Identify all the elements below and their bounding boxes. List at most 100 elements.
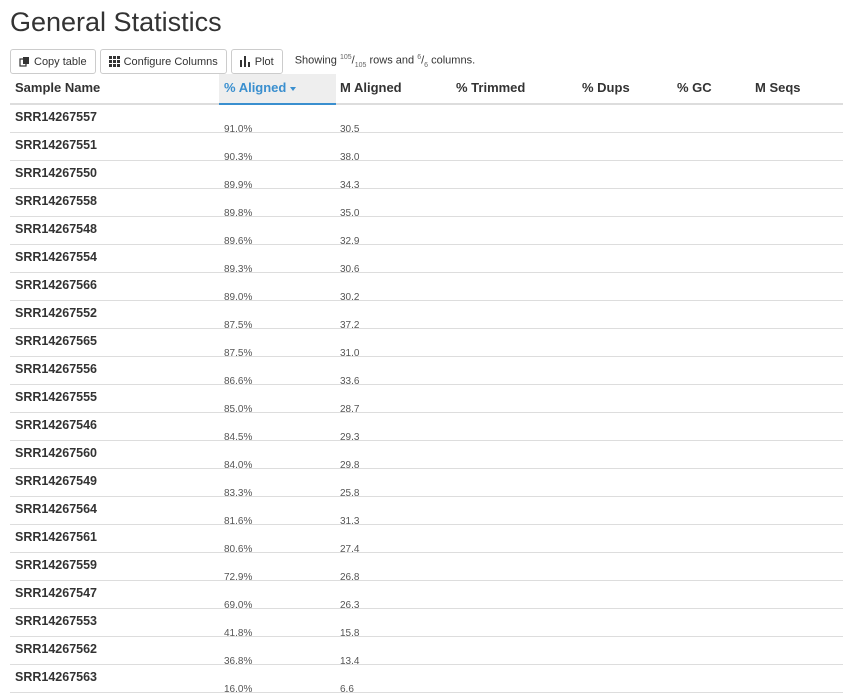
table-row: SRR14267546 84.5% 29.3 xyxy=(10,413,843,443)
cols-shown: 6 xyxy=(417,54,422,62)
table-row: SRR14267547 69.0% 26.3 xyxy=(10,581,843,611)
pct-aligned-cell: 85.0% xyxy=(224,404,253,415)
rows-word: rows and xyxy=(369,54,415,67)
showing-status: Showing 105/105 rows and 6/6 columns. xyxy=(294,54,476,69)
pct-aligned-cell: 89.0% xyxy=(224,292,253,303)
table-row: SRR14267546_1 xyxy=(10,693,843,700)
sample-name-cell: SRR14267560 xyxy=(15,446,98,460)
pct-aligned-cell: 86.6% xyxy=(224,376,253,387)
sample-name-cell: SRR14267556 xyxy=(15,362,98,376)
rows-total: 105 xyxy=(354,61,367,69)
sample-name-cell: SRR14267564 xyxy=(15,502,98,516)
sample-name-cell: SRR14267549 xyxy=(15,474,98,488)
m-aligned-cell: 26.8 xyxy=(340,572,360,583)
m-aligned-cell: 30.2 xyxy=(340,292,360,303)
column-header-label: M Aligned xyxy=(340,80,402,95)
table-row: SRR14267549 83.3% 25.8 xyxy=(10,469,843,499)
table-row: SRR14267548 89.6% 32.9 xyxy=(10,217,843,247)
column-header-sample-name[interactable]: Sample Name xyxy=(10,74,219,103)
sample-name-cell: SRR14267557 xyxy=(15,110,98,124)
sample-name-cell: SRR14267547 xyxy=(15,586,98,600)
m-aligned-cell: 35.0 xyxy=(340,208,360,219)
table-row: SRR14267552 87.5% 37.2 xyxy=(10,301,843,331)
table-row: SRR14267554 89.3% 30.6 xyxy=(10,245,843,275)
pct-aligned-cell: 41.8% xyxy=(224,628,253,639)
sample-name-cell: SRR14267550 xyxy=(15,166,98,180)
m-aligned-cell: 34.3 xyxy=(340,180,360,191)
column-header-label: % GC xyxy=(677,80,712,95)
column-header-m-aligned[interactable]: M Aligned xyxy=(335,74,451,103)
column-header-label: M Seqs xyxy=(755,80,801,95)
copy-table-label: Copy table xyxy=(34,55,87,68)
copy-table-button[interactable]: Copy table xyxy=(10,49,96,74)
pct-aligned-cell: 16.0% xyxy=(224,684,253,695)
configure-columns-label: Configure Columns xyxy=(123,55,218,68)
table-row: SRR14267561 80.6% 27.4 xyxy=(10,525,843,555)
table-row: SRR14267563 16.0% 6.6 xyxy=(10,665,843,695)
grid-icon xyxy=(108,56,120,67)
bar-chart-icon xyxy=(239,56,251,67)
table-row: SRR14267565 87.5% 31.0 xyxy=(10,329,843,359)
pct-aligned-cell: 80.6% xyxy=(224,544,253,555)
m-aligned-cell: 29.8 xyxy=(340,460,360,471)
column-header-m-seqs[interactable]: M Seqs xyxy=(750,74,843,103)
m-aligned-cell: 31.0 xyxy=(340,348,360,359)
m-aligned-cell: 29.3 xyxy=(340,432,360,443)
column-header-pct-gc[interactable]: % GC xyxy=(672,74,750,103)
m-aligned-cell: 32.9 xyxy=(340,236,360,247)
rows-shown: 105 xyxy=(339,54,352,62)
table-body: SRR14267557 91.0% 30.5 SRR14267551 90.3% 38.0… xyxy=(10,105,843,700)
pct-aligned-cell: 83.3% xyxy=(224,488,253,499)
sample-name-cell: SRR14267561 xyxy=(15,530,98,544)
table-toolbar: Copy table Configure Columns xyxy=(10,48,475,75)
column-header-pct-dups[interactable]: % Dups xyxy=(577,74,672,103)
m-aligned-cell: 27.4 xyxy=(340,544,360,555)
sample-name-cell: SRR14267555 xyxy=(15,390,98,404)
table-row: SRR14267556 86.6% 33.6 xyxy=(10,357,843,387)
table-row: SRR14267564 81.6% 31.3 xyxy=(10,497,843,527)
column-header-label: % Aligned xyxy=(224,80,287,95)
m-aligned-cell: 26.3 xyxy=(340,600,360,611)
cols-total: 6 xyxy=(424,61,429,69)
sample-name-cell: SRR14267551 xyxy=(15,138,98,152)
sample-name-cell: SRR14267559 xyxy=(15,558,98,572)
sample-name-cell: SRR14267562 xyxy=(15,642,98,656)
table-row: SRR14267557 91.0% 30.5 xyxy=(10,105,843,135)
table-row: SRR14267566 89.0% 30.2 xyxy=(10,273,843,303)
pct-aligned-cell: 90.3% xyxy=(224,152,253,163)
sample-name-cell: SRR14267558 xyxy=(15,194,98,208)
m-aligned-cell: 6.6 xyxy=(340,684,354,695)
plot-label: Plot xyxy=(254,55,274,68)
pct-aligned-cell: 89.8% xyxy=(224,208,253,219)
column-header-label: % Dups xyxy=(582,80,630,95)
table-row: SRR14267553 41.8% 15.8 xyxy=(10,609,843,639)
sample-name-cell: SRR14267553 xyxy=(15,614,98,628)
m-aligned-cell: 28.7 xyxy=(340,404,360,415)
plot-button[interactable]: Plot xyxy=(230,49,283,74)
pct-aligned-cell: 89.9% xyxy=(224,180,253,191)
table-row: SRR14267559 72.9% 26.8 xyxy=(10,553,843,583)
pct-aligned-cell: 81.6% xyxy=(224,516,253,527)
table-row: SRR14267558 89.8% 35.0 xyxy=(10,189,843,219)
m-aligned-cell: 30.5 xyxy=(340,124,360,135)
pct-aligned-cell: 69.0% xyxy=(224,600,253,611)
table-header: Sample Name % Aligned M Aligned % Trimme… xyxy=(10,74,843,105)
pct-aligned-cell: 89.6% xyxy=(224,236,253,247)
sample-name-cell: SRR14267566 xyxy=(15,278,98,292)
column-header-pct-trimmed[interactable]: % Trimmed xyxy=(451,74,577,103)
m-aligned-cell: 33.6 xyxy=(340,376,360,387)
m-aligned-cell: 13.4 xyxy=(340,656,360,667)
general-statistics-table: Sample Name % Aligned M Aligned % Trimme… xyxy=(10,74,843,700)
table-row: SRR14267550 89.9% 34.3 xyxy=(10,161,843,191)
configure-columns-button[interactable]: Configure Columns xyxy=(99,49,227,74)
m-aligned-cell: 25.8 xyxy=(340,488,360,499)
column-header-pct-aligned[interactable]: % Aligned xyxy=(219,74,336,105)
column-header-label: % Trimmed xyxy=(456,80,526,95)
table-row: SRR14267555 85.0% 28.7 xyxy=(10,385,843,415)
sample-name-cell: SRR14267548 xyxy=(15,222,98,236)
copy-icon xyxy=(19,56,30,67)
table-row: SRR14267551 90.3% 38.0 xyxy=(10,133,843,163)
pct-aligned-cell: 36.8% xyxy=(224,656,253,667)
pct-aligned-cell: 84.0% xyxy=(224,460,253,471)
